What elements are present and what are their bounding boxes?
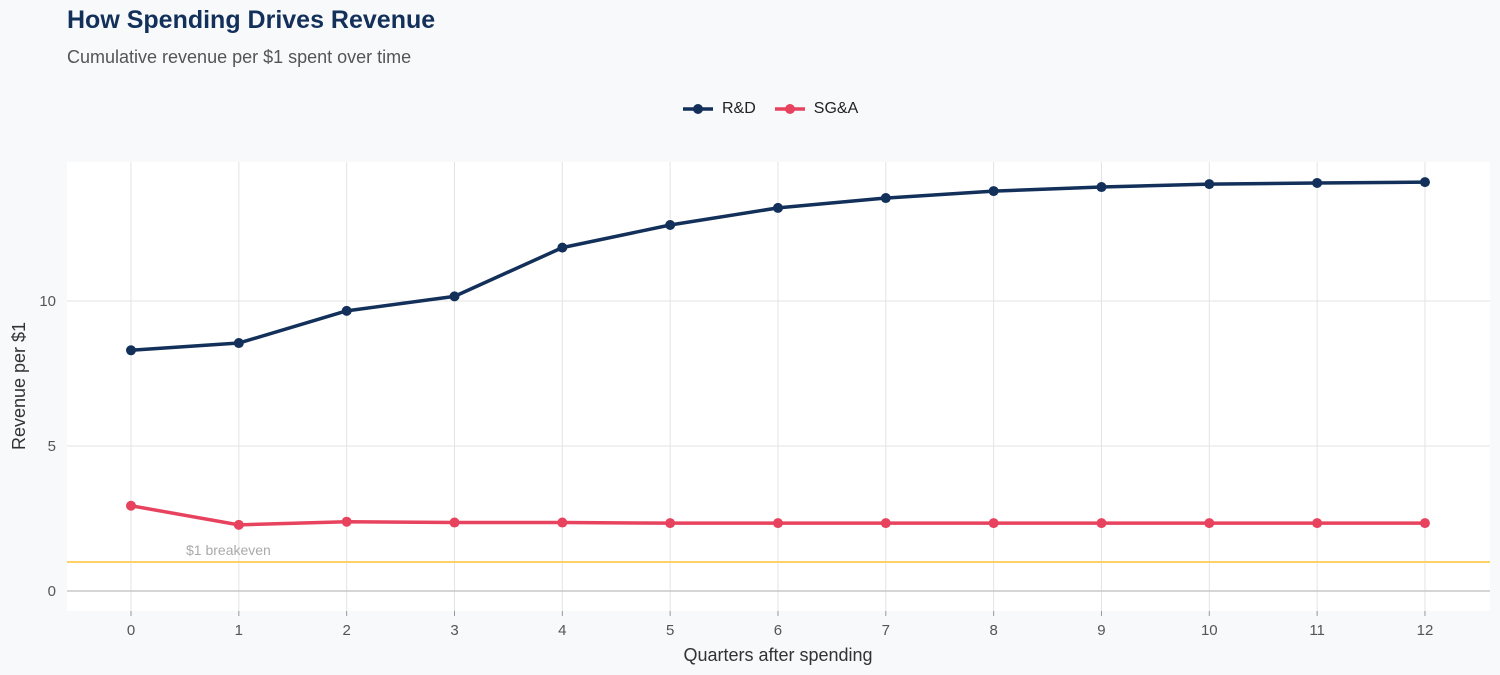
data-point-rd [1204, 179, 1215, 190]
data-point-rd [1312, 177, 1323, 188]
x-axis-label: Quarters after spending [683, 645, 872, 665]
plot-panel [67, 162, 1490, 611]
data-point-rd [665, 220, 676, 231]
data-point-sga [449, 517, 460, 528]
legend-label-rd: R&D [722, 100, 756, 117]
data-point-sga [126, 500, 136, 511]
data-point-rd [880, 193, 891, 204]
y-axis-label: Revenue per $1 [9, 322, 29, 450]
x-tick-label: 10 [1201, 622, 1218, 639]
data-point-sga [880, 518, 891, 529]
x-tick-label: 7 [882, 622, 890, 639]
reference-line-group: $1 breakeven [67, 542, 1490, 563]
data-point-rd [1096, 182, 1107, 193]
data-point-rd [449, 291, 460, 302]
y-tick-label: 10 [39, 293, 56, 310]
data-point-sga [1419, 518, 1430, 529]
x-tick-label: 9 [1097, 622, 1105, 639]
data-point-rd [233, 338, 244, 349]
data-point-sga [1096, 518, 1107, 529]
x-tick-label: 5 [666, 622, 674, 639]
legend-item-sga: SG&A [774, 100, 858, 118]
series-group [126, 177, 1430, 530]
breakeven-label: $1 breakeven [186, 542, 271, 558]
data-point-rd [988, 186, 999, 197]
x-tick-label: 4 [558, 622, 566, 639]
legend: R&D SG&A [682, 100, 876, 118]
legend-label-sga: SG&A [813, 100, 859, 117]
x-tick-label: 1 [235, 622, 243, 639]
data-point-rd [557, 242, 568, 253]
data-point-sga [557, 517, 568, 528]
x-tick-label: 2 [342, 622, 350, 639]
data-point-sga [1204, 518, 1215, 529]
gridlines [67, 162, 1490, 611]
legend-key-rd [683, 104, 713, 114]
legend-item-rd: R&D [682, 100, 756, 118]
data-point-rd [341, 305, 352, 316]
data-point-sga [988, 518, 999, 529]
y-tick-label: 5 [48, 438, 56, 455]
chart-subtitle: Cumulative revenue per $1 spent over tim… [67, 47, 412, 67]
x-tick-label: 0 [127, 622, 135, 639]
data-point-sga [233, 519, 244, 530]
x-tick-label: 12 [1417, 622, 1434, 639]
x-tick-label: 8 [989, 622, 997, 639]
x-tick-label: 6 [774, 622, 782, 639]
data-point-sga [772, 518, 783, 529]
data-point-rd [126, 345, 136, 356]
data-point-rd [772, 202, 783, 213]
data-point-sga [1312, 518, 1323, 529]
data-point-rd [1419, 177, 1430, 188]
chart-title: How Spending Drives Revenue [67, 6, 436, 34]
x-tick-label: 11 [1309, 622, 1325, 639]
x-tick-label: 3 [450, 622, 458, 639]
data-point-sga [341, 516, 352, 527]
y-tick-label: 0 [48, 583, 56, 600]
legend-key-sga [774, 104, 805, 114]
data-point-sga [665, 518, 676, 529]
